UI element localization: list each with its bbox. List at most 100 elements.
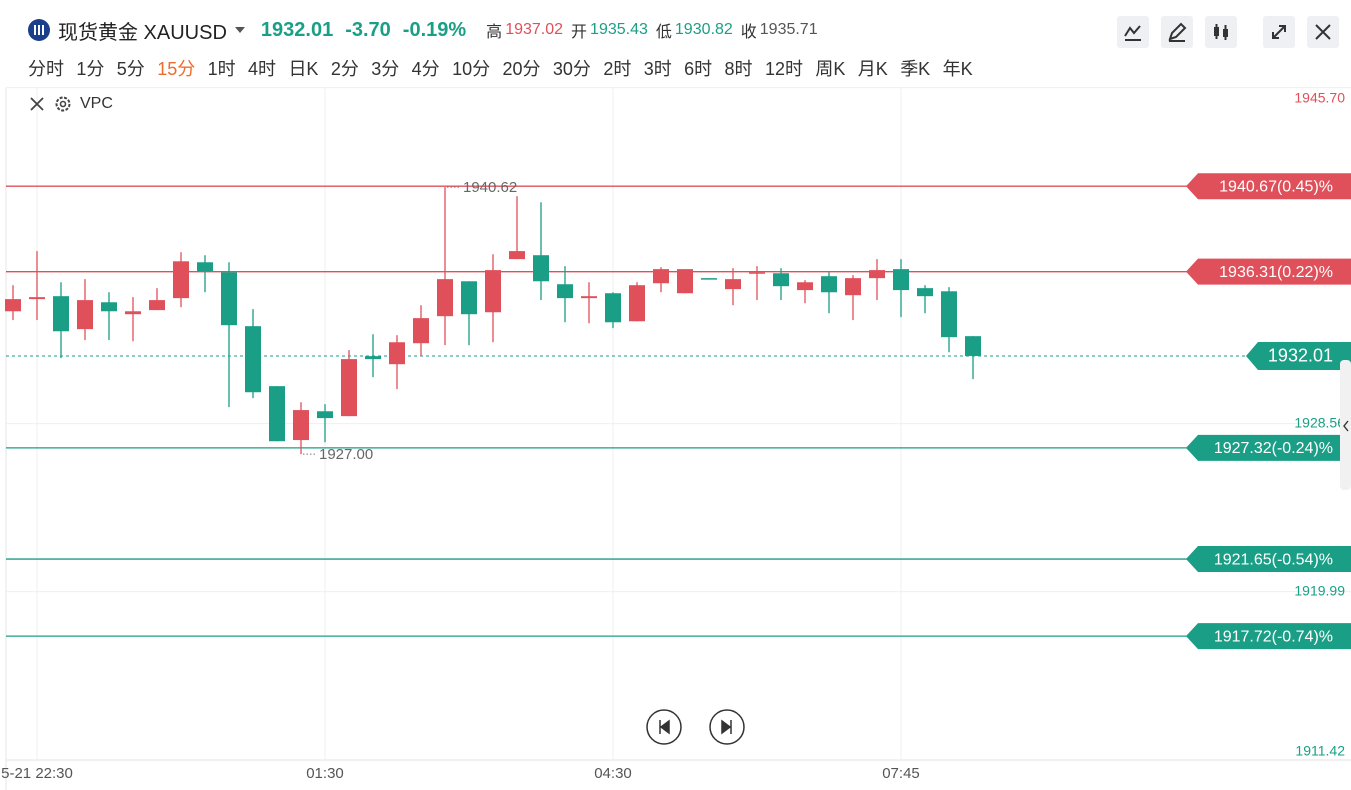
candle-body — [893, 269, 909, 291]
price-line-tag — [1186, 173, 1351, 200]
candle-body — [701, 278, 717, 280]
candle-body — [293, 410, 309, 441]
timeframes: 分时 1分 5分 15分 1时 4时 日K 2分 3分 4分 10分 20分 30分 2时 3时 6时 8时 12… — [28, 55, 985, 81]
candle-body — [29, 297, 45, 300]
stat-label: 高 — [486, 24, 503, 41]
timeframe[interactable]: 1分 — [76, 59, 105, 79]
price-line-tag — [1186, 546, 1351, 573]
candle-body — [245, 326, 261, 393]
candle-body — [941, 291, 957, 338]
timeframe[interactable]: 月K — [857, 59, 888, 79]
logo — [28, 19, 50, 41]
timeframe[interactable]: 日K — [288, 59, 319, 79]
stat-value: 1930.82 — [674, 21, 733, 38]
timeframe[interactable]: 4分 — [411, 59, 440, 79]
price-line-tag — [1186, 258, 1351, 285]
timeframe[interactable]: 6时 — [684, 59, 713, 79]
x-tick-label: 07:45 — [882, 765, 920, 782]
y-tick-label: 1919.99 — [1294, 582, 1345, 598]
timeframe[interactable]: 8时 — [724, 59, 753, 79]
candle-body — [125, 311, 141, 315]
candle-body — [389, 342, 405, 365]
timeframe[interactable]: 2时 — [603, 59, 632, 79]
candle-body — [101, 302, 117, 312]
timeframe[interactable]: 3时 — [643, 59, 672, 79]
timeframe[interactable]: 周K — [815, 59, 846, 79]
stat-value: 1937.02 — [505, 21, 564, 38]
timeframe[interactable]: 年K — [942, 59, 973, 79]
timeframe[interactable]: 1时 — [207, 59, 236, 79]
x-tick-label: 01:30 — [306, 765, 344, 782]
timeframe[interactable]: 分时 — [28, 59, 64, 79]
stat-label: 收 — [740, 24, 757, 41]
indicator-settings[interactable] — [52, 94, 74, 114]
nav-icon — [659, 719, 670, 735]
candle-body — [77, 300, 93, 330]
candle-button[interactable] — [1205, 16, 1237, 48]
candle-body — [797, 282, 813, 291]
timeframe[interactable]: 5分 — [116, 59, 145, 79]
price-line-tag — [1186, 434, 1351, 461]
timeframe[interactable]: 15分 — [157, 59, 196, 79]
candle-body — [869, 270, 885, 279]
timeframe[interactable]: 3分 — [371, 59, 400, 79]
candle-body — [365, 356, 381, 360]
last-price-label: 1932.01 — [1268, 346, 1333, 366]
change-pct: -0.19% — [402, 18, 467, 41]
timeframe[interactable]: 20分 — [502, 59, 541, 79]
candle-body — [221, 272, 237, 326]
stats: 高 1937.02 开 1935.43 低 1930.82 收 1935.71 — [478, 18, 817, 42]
candle-body — [821, 276, 837, 293]
change: -3.70 — [345, 18, 391, 41]
symbol[interactable]: 现货黄金 XAUUSD — [58, 21, 227, 44]
scrollbar-arrow — [1343, 420, 1349, 432]
timeframe[interactable]: 10分 — [452, 59, 491, 79]
price-line-label: 1936.31(0.22)% — [1219, 264, 1333, 281]
timeframe[interactable]: 12时 — [764, 59, 803, 79]
candle-body — [149, 300, 165, 311]
candle-body — [677, 269, 693, 294]
stat-label: 低 — [655, 24, 672, 41]
candle-body — [725, 279, 741, 290]
candle-body — [485, 270, 501, 313]
timeframe[interactable]: 30分 — [552, 59, 591, 79]
candle-body — [965, 336, 981, 356]
candle-body — [317, 411, 333, 419]
indicator-close[interactable] — [28, 95, 46, 113]
candle-body — [269, 386, 285, 442]
symbol-caret[interactable] — [234, 27, 245, 33]
price-line-label: 1921.65(-0.54)% — [1214, 551, 1333, 568]
candle-body — [341, 359, 357, 417]
candle-body — [749, 272, 765, 274]
x-tick-label: 5-21 22:30 — [1, 765, 73, 782]
candle-body — [629, 285, 645, 322]
close-button[interactable] — [1307, 16, 1339, 48]
timeframe[interactable]: 2分 — [330, 59, 359, 79]
candle-body — [461, 281, 477, 315]
candle-body — [533, 255, 549, 282]
candle-body — [509, 251, 525, 260]
timeframe[interactable]: 4时 — [248, 59, 277, 79]
header: 现货黄金 XAUUSD 1932.01 -3.70 -0.19% 高 1937.0… — [28, 16, 818, 44]
stat-value: 1935.71 — [759, 21, 818, 38]
y-tick-label: 1928.56 — [1294, 414, 1345, 430]
y-tick-label: 1945.70 — [1294, 89, 1345, 105]
annotation: 1940.62 — [463, 179, 517, 196]
candle-body — [197, 262, 213, 272]
price-line-tag — [1186, 623, 1351, 650]
price-line-label: 1940.67(0.45)% — [1219, 178, 1333, 195]
nav-icon — [721, 719, 732, 735]
line-button[interactable] — [1117, 16, 1149, 48]
price-line-label: 1927.32(-0.24)% — [1214, 440, 1333, 457]
price: 1932.01 — [260, 18, 334, 41]
draw-button[interactable] — [1161, 16, 1193, 48]
indicator: VPC — [28, 94, 113, 114]
x-tick-label: 04:30 — [594, 765, 632, 782]
expand-button[interactable] — [1263, 16, 1295, 48]
indicator-name: VPC — [80, 95, 113, 112]
candle-body — [653, 269, 669, 284]
timeframe[interactable]: 季K — [900, 59, 931, 79]
annotation: 1927.00 — [319, 446, 373, 463]
